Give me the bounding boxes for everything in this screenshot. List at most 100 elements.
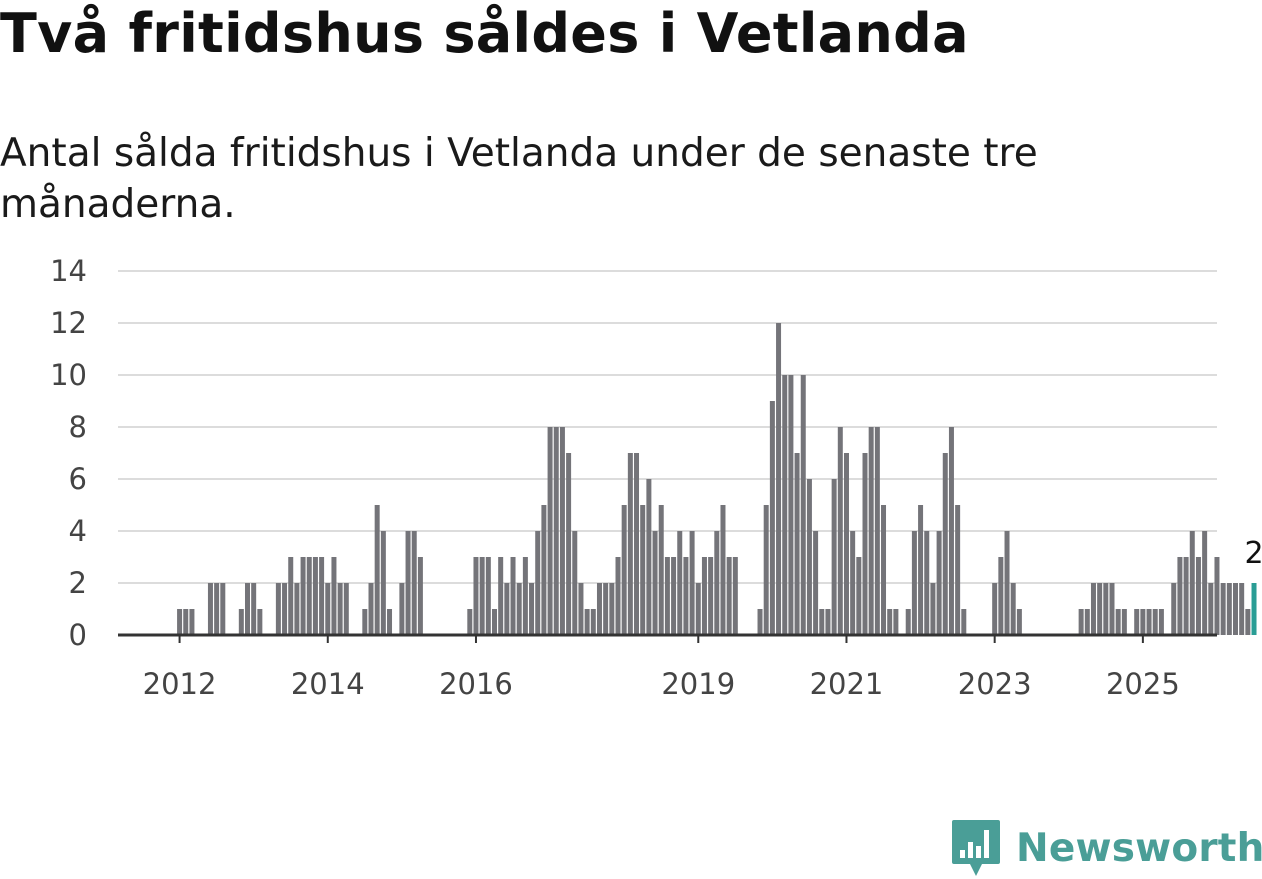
bar (806, 479, 812, 635)
bar (671, 557, 677, 635)
bar (312, 557, 318, 635)
y-tick-label: 14 (50, 254, 87, 288)
bar (566, 453, 572, 635)
bar (1010, 583, 1016, 635)
bar (1115, 609, 1121, 635)
bar (757, 609, 763, 635)
bar (1233, 583, 1238, 635)
bar (961, 609, 967, 635)
bar (584, 609, 590, 635)
bar (924, 531, 930, 635)
bar (504, 583, 510, 635)
bar (214, 583, 220, 635)
bar (850, 531, 856, 635)
bar (955, 505, 961, 635)
bar (1084, 609, 1090, 635)
bar (918, 505, 924, 635)
x-tick-label: 2019 (661, 667, 735, 701)
bar (251, 583, 257, 635)
bar (547, 427, 553, 635)
chart-title: Två fritidshus såldes i Vetlanda (0, 2, 969, 65)
bar (1177, 557, 1183, 635)
bar (640, 505, 646, 635)
bar (485, 557, 491, 635)
bar (837, 427, 843, 635)
bar (559, 427, 565, 635)
bar (998, 557, 1004, 635)
bar (319, 557, 325, 635)
bar (220, 583, 226, 635)
latest-value-label: 2 (1244, 536, 1262, 571)
bar (522, 557, 528, 635)
bar (714, 531, 720, 635)
bar (1097, 583, 1103, 635)
bar (1195, 557, 1201, 635)
bar (1239, 583, 1245, 635)
bar-latest (1251, 583, 1257, 635)
bar (887, 609, 893, 635)
bar (911, 531, 917, 635)
y-tick-label: 0 (69, 618, 87, 652)
bar (831, 479, 837, 635)
bar (621, 505, 627, 635)
bar (874, 427, 880, 635)
bar (529, 583, 535, 635)
bar (695, 583, 701, 635)
bar (294, 583, 300, 635)
bar (1121, 609, 1127, 635)
x-tick-label: 2025 (1106, 667, 1180, 701)
bar (362, 609, 368, 635)
bar (825, 609, 831, 635)
bar (541, 505, 547, 635)
bar (207, 583, 213, 635)
bar (479, 557, 485, 635)
bar (658, 505, 664, 635)
bar (257, 609, 263, 635)
x-tick-label: 2012 (143, 667, 217, 701)
bar (819, 609, 825, 635)
bar (374, 505, 380, 635)
bar (343, 583, 349, 635)
bar (183, 609, 189, 635)
bar (325, 583, 331, 635)
bar (238, 609, 244, 635)
bar (856, 557, 862, 635)
bar (288, 557, 294, 635)
bar (664, 557, 670, 635)
bar (732, 557, 738, 635)
x-axis-ticks: 2012 2014 2016 2019 2021 2023 2025 (143, 635, 1180, 701)
bar (535, 531, 541, 635)
bar (368, 583, 374, 635)
bar (516, 583, 522, 635)
bar (1078, 609, 1084, 635)
bar (843, 453, 849, 635)
bar (1220, 583, 1226, 635)
bar (380, 531, 386, 635)
bar (1140, 609, 1146, 635)
bar (893, 609, 899, 635)
y-tick-label: 2 (69, 566, 87, 600)
bar (1158, 609, 1164, 635)
x-tick-label: 2016 (439, 667, 513, 701)
bar (1090, 583, 1096, 635)
bar (689, 531, 695, 635)
bar (615, 557, 621, 635)
bar (609, 583, 615, 635)
bar (627, 453, 633, 635)
bar (930, 583, 936, 635)
bar (936, 531, 942, 635)
bar (467, 609, 473, 635)
bar (708, 557, 714, 635)
bar (331, 557, 337, 635)
newsworthy-brand: Newsworthy (950, 818, 1262, 878)
bar (794, 453, 800, 635)
bar (905, 609, 911, 635)
bar (177, 609, 183, 635)
bar (652, 531, 658, 635)
bar (1171, 583, 1177, 635)
bar (1152, 609, 1158, 635)
bar (862, 453, 868, 635)
bar (1004, 531, 1010, 635)
bar (189, 609, 195, 635)
